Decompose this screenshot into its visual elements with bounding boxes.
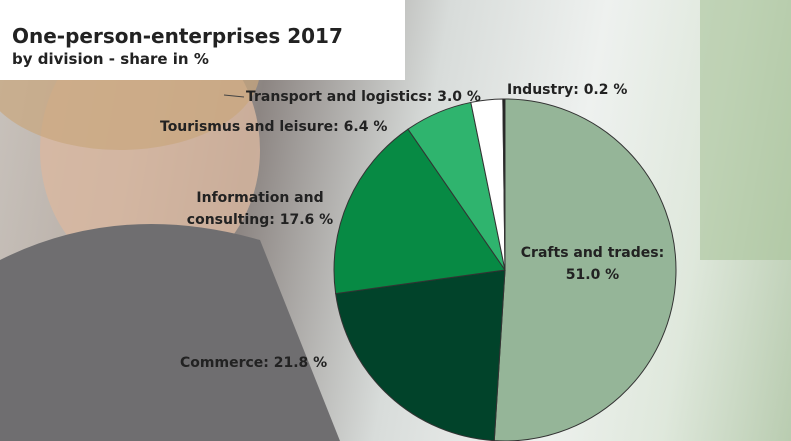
pie [0, 0, 791, 441]
data-label: Tourismus and leisure: 6.4 % [160, 116, 420, 138]
data-label: Crafts and trades: 51.0 % [520, 242, 665, 286]
data-label: Information and consulting: 17.6 % [180, 187, 340, 231]
data-label: Industry: 0.2 % [507, 79, 647, 101]
leader-line [224, 95, 244, 97]
data-label: Commerce: 21.8 % [180, 352, 360, 374]
pie-slice [336, 270, 505, 441]
data-label: Transport and logistics: 3.0 % [246, 86, 516, 108]
chart: One-person-enterprises 2017 by division … [0, 0, 791, 441]
